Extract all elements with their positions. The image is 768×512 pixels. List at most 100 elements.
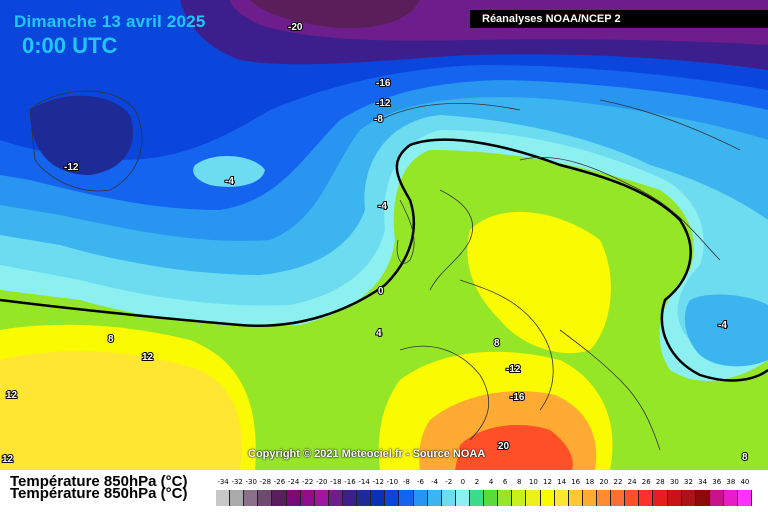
legend-tick-label: -32 [231,478,243,486]
legend-swatch [709,490,724,506]
contour-label: -8 [374,114,383,125]
zero-isotherm [0,138,768,382]
legend-tick-label: -12 [372,478,384,486]
contour-labels: -20 -16 -12 -8 -12 -4 -4 0 4 8 12 12 12 … [1,21,749,466]
legend-tick-label: 30 [669,478,679,486]
contour-label: 8 [742,452,748,463]
copyright-text: Copyright © 2021 Meteociel.fr - Source N… [248,448,486,460]
legend-tick-label: -26 [273,478,286,486]
legend-tick-label: -24 [287,478,300,486]
legend-swatch [328,490,343,506]
legend-swatch [399,490,414,506]
legend-swatch [300,490,315,506]
contour-label: -16 [376,78,391,89]
legend-swatch [625,490,640,506]
legend-swatch [469,490,485,506]
legend-swatch [484,490,499,506]
legend-tick-label: 2 [474,478,480,486]
legend-swatch [455,490,470,506]
legend-tick-label: 18 [585,478,595,486]
legend-swatch [639,490,654,506]
legend-swatch [357,490,372,506]
field-orange-blob [113,360,185,393]
legend-tick-label: 10 [528,478,538,486]
legend-title: Température 850hPa (°C) [10,473,188,490]
legend-tick-label: 36 [712,478,722,486]
legend-tick-label: 26 [641,478,651,486]
legend-swatch [498,490,513,506]
contour-label: -12 [506,364,521,375]
field-navy [30,95,134,175]
contour-label: -4 [225,176,234,187]
field-yellow-europe [467,211,611,354]
legend-swatch [681,490,696,506]
legend-swatch [554,490,569,506]
legend-tick-label: 28 [655,478,665,486]
legend-tick-label: 12 [543,478,552,486]
legend-swatch [667,490,682,506]
field-darkpurple-top [250,0,420,29]
legend-swatch [385,490,400,506]
legend-tick-label: -16 [344,478,356,486]
legend-tick-label: 0 [460,478,466,486]
legend-tick-label: -8 [402,478,410,486]
legend-swatch [568,490,583,506]
legend-swatch [695,490,710,506]
contour-label: -12 [64,162,79,173]
legend-tick-label: -18 [330,478,342,486]
contour-label: -4 [718,320,727,331]
field-blue-east-pocket [684,294,768,367]
legend-tick-label: 14 [557,478,567,486]
contour-label: 12 [2,454,14,465]
legend-tick-label: -34 [217,478,229,486]
contour-label: 12 [142,352,154,363]
legend-swatch [653,490,668,506]
temperature-map: -20 -16 -12 -8 -12 -4 -4 0 4 8 12 12 12 … [0,0,768,470]
legend-tick-label: 34 [698,478,708,486]
legend-swatch [272,490,287,506]
legend-swatch [611,490,626,506]
contour-label: 8 [108,334,114,345]
legend-tick-labels: -34 -32 -30 -28 -26 -24 -22 -20 -18 -16 -14 -12 -10-… [216,478,752,488]
legend-swatch [286,490,301,506]
field-cyan-pocket [193,155,265,187]
legend-tick-label: 24 [627,478,637,486]
legend-swatch [230,490,245,506]
legend-tick-label: 20 [599,478,609,486]
field-red-south [455,425,573,470]
legend-tick-label: 40 [740,478,750,486]
legend-swatch [342,490,358,506]
legend-swatch [540,490,555,506]
legend-tick-label: -6 [417,478,424,486]
legend-tick-label: -20 [316,478,328,486]
legend-tick-label: -14 [358,478,370,486]
legend-swatch [258,490,273,506]
contour-label: 4 [376,328,382,339]
legend-swatch [738,490,753,506]
legend-swatch [441,490,456,506]
legend-title-shadow: Température 850hPa (°C) [10,485,188,502]
legend-tick-label: -22 [301,478,314,486]
legend-tick-label: 32 [684,478,693,486]
legend-swatch [413,490,428,506]
contour-label: 0 [378,286,384,297]
legend-tick-label: 8 [517,478,522,486]
coastlines [29,90,741,451]
legend-tick-label: -30 [245,478,257,486]
legend-tick-label: -4 [431,478,439,486]
legend-tick-label: 16 [571,478,581,486]
legend-swatch [371,490,386,506]
time-title: 0:00 UTC [22,33,118,58]
legend-swatch [427,490,442,506]
legend-tick-label: -2 [445,478,453,486]
legend-tick-label: -28 [259,478,272,486]
legend-tick-label: 4 [488,478,494,486]
contour-label: -4 [378,201,387,212]
contour-label: 20 [498,441,510,452]
contour-label: -12 [376,98,391,109]
legend-tick-label: 22 [613,478,623,486]
legend-tick-label: 6 [502,478,508,486]
legend-tick-label: 38 [726,478,736,486]
legend-swatch [512,490,527,506]
contour-label: -20 [288,22,303,33]
